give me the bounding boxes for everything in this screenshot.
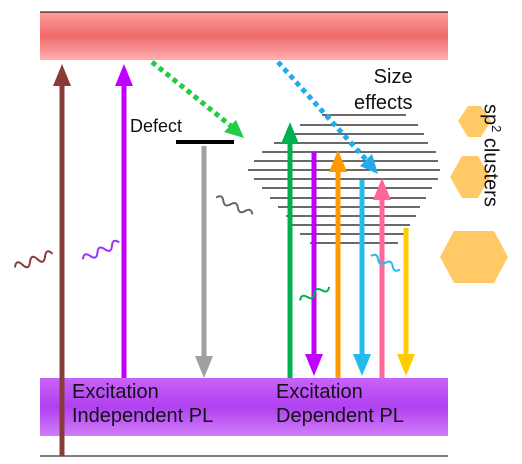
dependent-pl-label: Excitation Dependent PL: [276, 380, 404, 428]
yellow-emission-arrow: [397, 228, 415, 376]
gray-wavy-photon: [215, 195, 254, 215]
sp2-prefix: sp: [479, 104, 502, 126]
dependent-line1: Excitation: [276, 381, 363, 403]
cyan-emission-arrow: [353, 180, 371, 376]
green-wavy-photon: [299, 286, 331, 301]
independent-line2: Independent PL: [72, 405, 214, 427]
blue-dashed-relaxation: [276, 60, 378, 174]
independent-pl-label: Excitation Independent PL: [72, 380, 213, 428]
green-dashed-relaxation: [150, 60, 244, 138]
small-hexagon: [458, 106, 491, 137]
gray-emission-arrow: [195, 146, 213, 378]
size-levels: [248, 114, 440, 244]
medium-hexagon: [450, 156, 490, 198]
conduction-band: [40, 12, 448, 60]
brown-excitation-arrow: [53, 64, 71, 456]
large-hexagon: [440, 231, 508, 283]
sp2-clusters-label: sp2 clusters: [478, 104, 504, 207]
orange-emission-arrow: [329, 150, 347, 378]
purple-emission-arrow: [305, 152, 323, 376]
sp2-suffix: clusters: [479, 132, 502, 207]
magenta-wavy-photon: [81, 239, 120, 260]
cyan-wavy-photon: [370, 253, 401, 272]
independent-line1: Excitation: [72, 381, 159, 403]
size-effects-label: Size effects: [354, 64, 413, 116]
size-effects-line1: Size: [373, 66, 413, 88]
pink-emission-arrow: [373, 178, 391, 378]
magenta-excitation-arrow: [115, 64, 133, 378]
size-effects-line2: effects: [354, 92, 413, 114]
brown-wavy-photon: [13, 250, 54, 269]
defect-label: Defect: [130, 116, 183, 136]
green-excitation-arrow: [281, 122, 299, 378]
valence-band: [40, 378, 448, 436]
dependent-line2: Dependent PL: [276, 405, 404, 427]
